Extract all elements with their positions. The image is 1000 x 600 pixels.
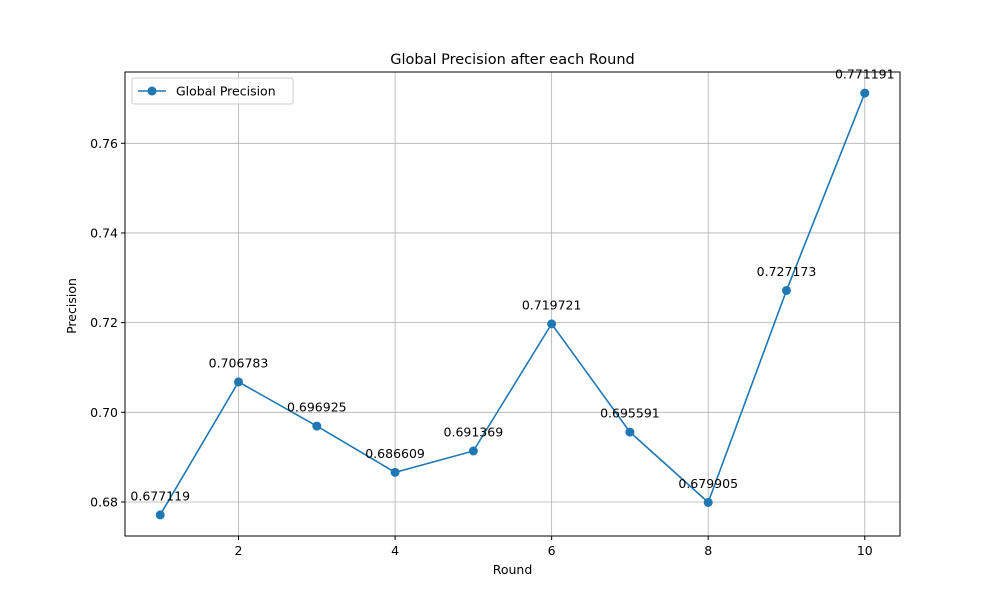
data-point xyxy=(390,467,400,477)
axis-ticks: 2 4 6 8 10 0.68 0.70 0.72 0.74 0.76 xyxy=(90,136,873,558)
data-label: 0.696925 xyxy=(287,400,347,415)
data-point xyxy=(781,285,791,295)
plot-frame xyxy=(124,71,901,537)
data-label: 0.695591 xyxy=(600,406,660,421)
data-label: 0.677119 xyxy=(130,488,190,503)
x-tick-label: 6 xyxy=(548,543,556,558)
data-point xyxy=(312,421,322,431)
data-label: 0.727173 xyxy=(757,264,817,279)
y-tick-label: 0.72 xyxy=(90,315,118,330)
legend-marker-swatch xyxy=(147,86,157,96)
data-label-group: 0.677119 0.706783 0.696925 0.686609 0.691369… xyxy=(130,67,894,504)
data-point xyxy=(625,427,635,437)
data-point xyxy=(468,446,478,456)
data-point xyxy=(547,319,557,329)
x-tick-label: 2 xyxy=(235,543,243,558)
legend-box xyxy=(131,77,294,105)
y-tick-label: 0.70 xyxy=(90,405,118,420)
data-label: 0.686609 xyxy=(365,446,425,461)
data-point xyxy=(234,377,244,387)
legend-entry-global-precision: Global Precision xyxy=(176,84,276,99)
chart-title: Global Precision after each Round xyxy=(390,52,635,68)
data-point xyxy=(155,510,165,520)
x-tick-label: 8 xyxy=(704,543,712,558)
series-line-group xyxy=(155,88,870,520)
y-tick-label: 0.68 xyxy=(90,494,118,509)
data-label: 0.771191 xyxy=(835,67,895,82)
x-tick-label: 4 xyxy=(391,543,399,558)
data-label: 0.679905 xyxy=(678,476,738,491)
grid-lines xyxy=(125,72,900,536)
y-tick-label: 0.74 xyxy=(90,225,118,240)
legend: Global Precision xyxy=(131,77,294,105)
y-tick-label: 0.76 xyxy=(90,136,118,151)
y-axis-label: Precision xyxy=(64,278,79,334)
data-label: 0.691369 xyxy=(444,424,504,439)
x-tick-label: 10 xyxy=(857,543,873,558)
data-point xyxy=(860,88,870,98)
x-axis-label: Round xyxy=(493,562,533,577)
series-line-global-precision xyxy=(159,92,866,516)
data-label: 0.706783 xyxy=(209,355,269,370)
data-point xyxy=(703,497,713,507)
data-label: 0.719721 xyxy=(522,297,582,312)
